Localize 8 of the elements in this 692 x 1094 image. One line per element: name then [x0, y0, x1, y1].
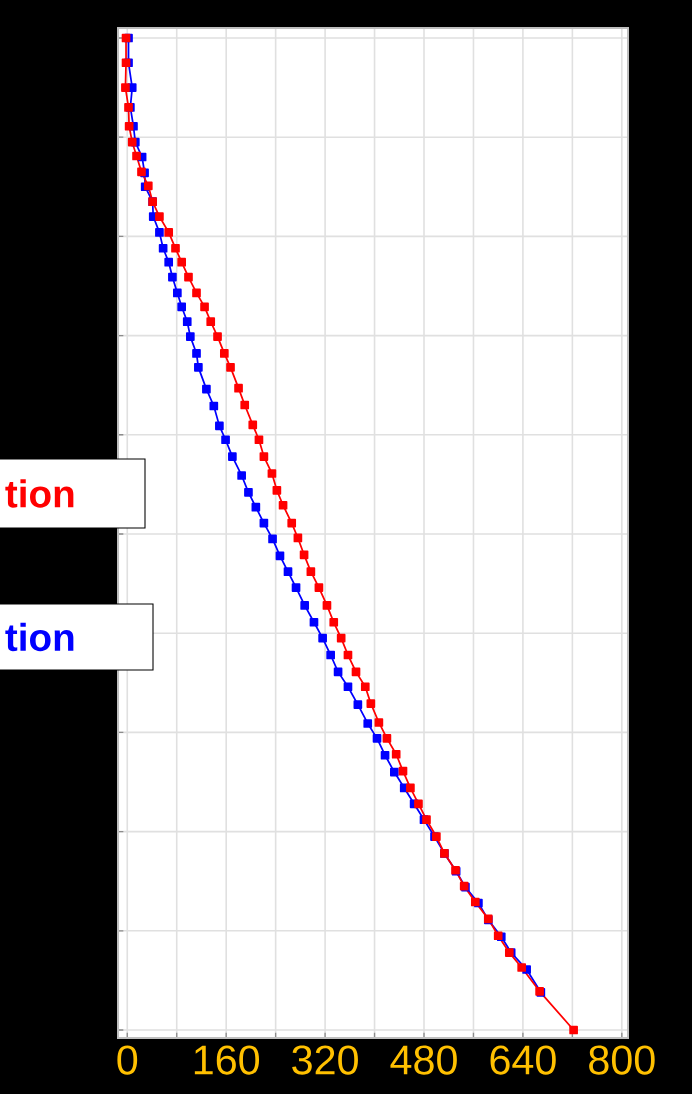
x-tick-label: 0	[117, 1045, 138, 1075]
x-tick-label: 800	[589, 1045, 655, 1075]
text: tion	[5, 622, 74, 652]
x-tick-label: 320	[292, 1045, 358, 1075]
x-tick-label: 640	[490, 1045, 556, 1075]
x-tick-label: 160	[194, 1045, 260, 1075]
x-tick-label: 480	[390, 1045, 457, 1075]
text: tion	[5, 479, 74, 508]
